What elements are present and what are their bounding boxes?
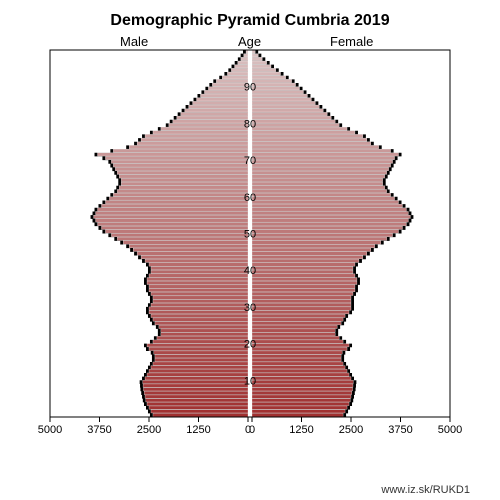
svg-text:1250: 1250 [289,424,313,436]
svg-text:40: 40 [244,265,256,277]
svg-text:30: 30 [244,302,256,314]
source-url: www.iz.sk/RUKD1 [381,484,470,496]
svg-text:70: 70 [244,155,256,167]
svg-text:3750: 3750 [87,424,111,436]
svg-text:2500: 2500 [137,424,161,436]
svg-text:2500: 2500 [339,424,363,436]
chart-title: Demographic Pyramid Cumbria 2019 [0,12,500,30]
pyramid-chart: 5000375025001250001250250037505000102030… [30,42,470,437]
svg-text:50: 50 [244,229,256,241]
svg-text:10: 10 [244,375,256,387]
svg-text:5000: 5000 [38,424,62,436]
svg-text:5000: 5000 [438,424,462,436]
svg-text:1250: 1250 [186,424,210,436]
svg-text:3750: 3750 [388,424,412,436]
svg-text:0: 0 [249,424,255,436]
svg-text:90: 90 [244,82,256,94]
svg-text:20: 20 [244,339,256,351]
svg-text:60: 60 [244,192,256,204]
chart-container: Demographic Pyramid Cumbria 2019 Male Ag… [0,0,500,500]
svg-text:80: 80 [244,118,256,130]
